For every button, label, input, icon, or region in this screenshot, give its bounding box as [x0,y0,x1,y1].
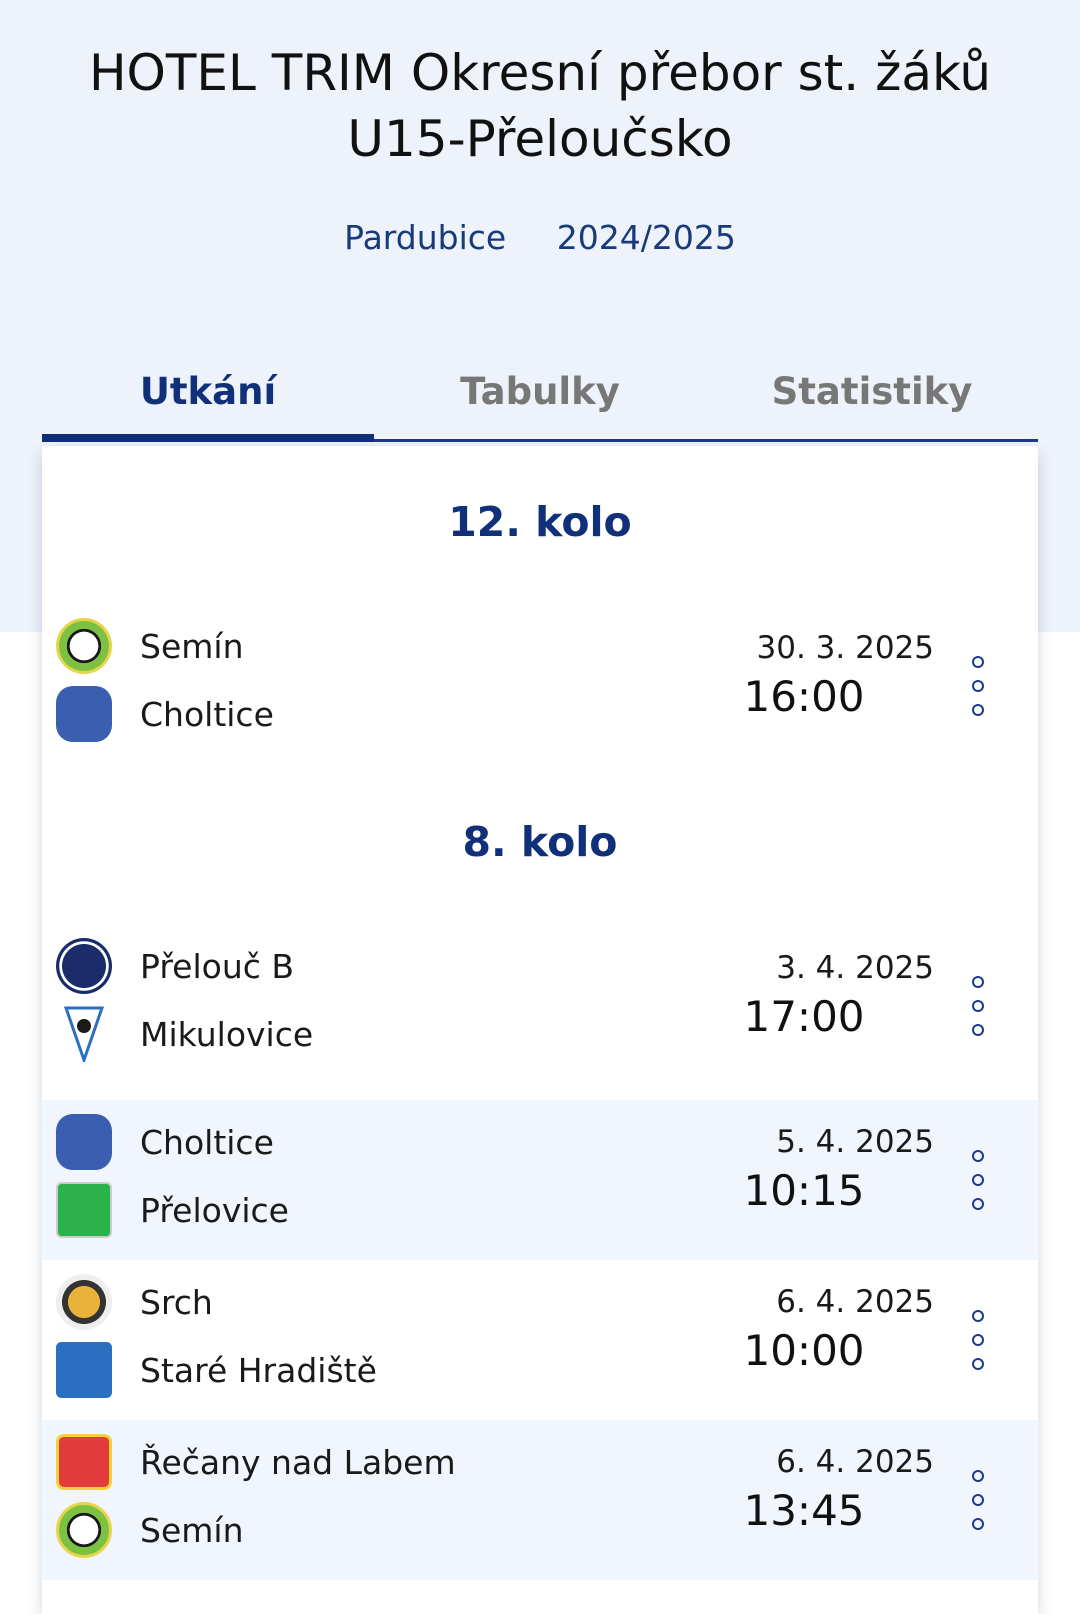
more-vertical-icon[interactable] [966,1310,990,1370]
match-date: 30. 3. 2025 [756,630,934,666]
match-date: 3. 4. 2025 [776,950,934,986]
more-vertical-icon[interactable] [966,656,990,716]
match-time: 13:45 [743,1486,865,1535]
team-logo-icon [56,618,112,674]
home-team: Řečany nad Labem [56,1432,456,1492]
team-name: Choltice [140,1122,274,1162]
home-team: Srch [56,1272,213,1332]
region-label[interactable]: Pardubice [344,218,507,257]
team-logo-icon [56,938,112,994]
more-vertical-icon[interactable] [966,1470,990,1530]
more-vertical-icon[interactable] [966,1150,990,1210]
team-logo-icon [56,1274,112,1330]
match-row[interactable]: Přelouč B Mikulovice 3. 4. 2025 17:00 [42,932,1038,1092]
match-time: 17:00 [743,992,865,1041]
page-title: HOTEL TRIM Okresní přebor st. žáků U15-P… [88,44,992,168]
team-name: Srch [140,1282,213,1322]
tab-bar: Utkání Tabulky Statistiky [42,360,1038,442]
match-row[interactable]: Choltice Přelovice 5. 4. 2025 10:15 [42,1100,1038,1260]
matches-card: 12. kolo Semín Choltice 30. 3. 2025 16:0… [42,446,1038,1614]
round-heading: 8. kolo [462,818,618,866]
match-date: 5. 4. 2025 [776,1124,934,1160]
team-logo-icon [56,1434,112,1490]
match-row[interactable]: Řečany nad Labem Semín 6. 4. 2025 13:45 [42,1420,1038,1580]
home-team: Přelouč B [56,936,294,996]
team-name: Semín [140,626,244,666]
away-team: Staré Hradiště [56,1340,377,1400]
team-name: Řečany nad Labem [140,1442,456,1482]
away-team: Semín [56,1500,243,1560]
match-time: 10:15 [743,1166,865,1215]
team-name: Přelouč B [140,946,295,986]
competition-meta: Pardubice 2024/2025 [0,218,1080,257]
home-team: Choltice [56,1112,274,1172]
season-label[interactable]: 2024/2025 [556,218,736,257]
match-row[interactable]: Srch Staré Hradiště 6. 4. 2025 10:00 [42,1260,1038,1420]
away-team: Mikulovice [56,1004,313,1064]
team-logo-icon [56,1006,112,1062]
match-time: 16:00 [743,672,865,721]
away-team: Choltice [56,684,274,744]
home-team: Semín [56,616,243,676]
more-vertical-icon[interactable] [966,976,990,1036]
away-team: Přelovice [56,1180,289,1240]
team-logo-icon [56,1114,112,1170]
team-name: Semín [140,1510,244,1550]
team-logo-icon [56,1182,112,1238]
team-name: Choltice [140,694,274,734]
match-date: 6. 4. 2025 [776,1284,934,1320]
tab-utkani[interactable]: Utkání [42,360,374,442]
round-heading: 12. kolo [448,498,632,546]
team-logo-icon [56,1502,112,1558]
team-logo-icon [56,1342,112,1398]
team-name: Mikulovice [140,1014,314,1054]
tab-statistiky[interactable]: Statistiky [771,370,973,413]
team-name: Přelovice [140,1190,289,1230]
team-name: Staré Hradiště [140,1350,377,1390]
team-logo-icon [56,686,112,742]
match-time: 10:00 [743,1326,865,1375]
tab-tabulky[interactable]: Tabulky [460,370,620,413]
match-date: 6. 4. 2025 [776,1444,934,1480]
match-row[interactable]: Semín Choltice 30. 3. 2025 16:00 [42,612,1038,772]
